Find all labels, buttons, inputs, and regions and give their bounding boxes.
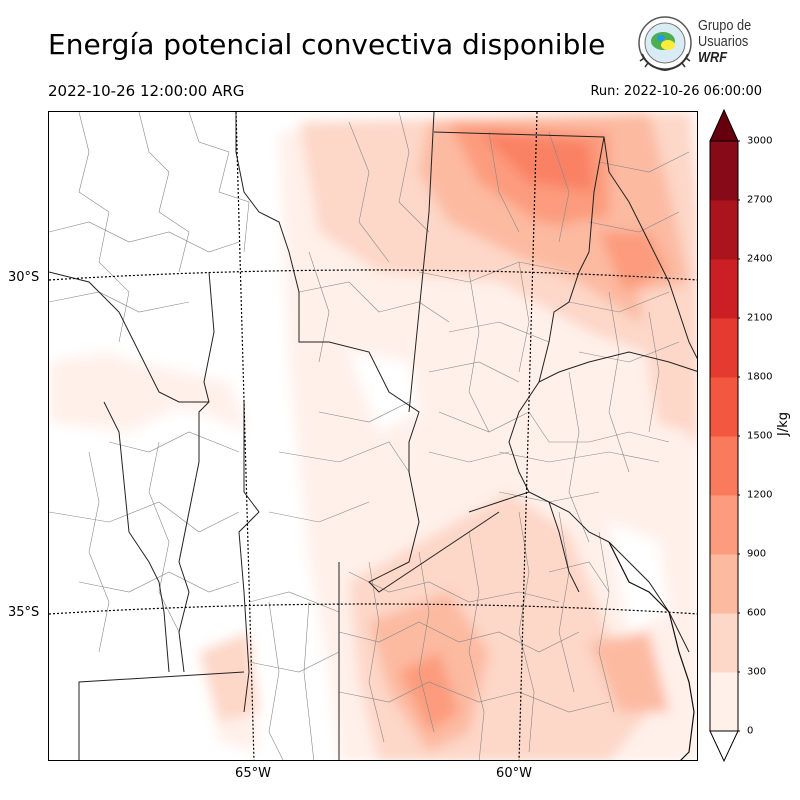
lat-label-35s: 35°S	[8, 605, 40, 620]
colorbar-unit-label: J/kg	[776, 412, 791, 436]
colorbar-swatch	[710, 318, 738, 378]
cape-map	[48, 111, 698, 761]
logo-text-line1: Grupo de	[698, 17, 752, 34]
colorbar-swatch	[710, 495, 738, 555]
lat-label-30s: 30°S	[8, 270, 40, 285]
colorbar-extend-max	[709, 108, 739, 142]
colorbar-tick-label: 0	[747, 725, 754, 737]
colorbar-tick-label: 3000	[747, 135, 773, 147]
colorbar-swatch	[710, 200, 738, 260]
coastline	[608, 541, 695, 760]
colorbar-tick-label: 1200	[747, 489, 773, 501]
colorbar-swatch	[710, 554, 738, 614]
logo-text-wrf: WRF	[698, 49, 728, 66]
colorbar-swatch	[710, 259, 738, 319]
valid-time: 2022-10-26 12:00:00 ARG	[48, 82, 245, 100]
cape-field	[49, 112, 697, 760]
lon-label-60w: 60°W	[496, 766, 532, 781]
colorbar-tick-label: 1500	[747, 430, 773, 442]
colorbar-tick-label: 2700	[747, 194, 773, 206]
colorbar-tick-label: 600	[747, 607, 767, 619]
colorbar-swatch	[710, 377, 738, 437]
colorbar-tick-label: 2400	[747, 253, 773, 265]
colorbar-tick-label: 900	[747, 548, 767, 560]
lon-label-65w: 65°W	[235, 766, 271, 781]
colorbar-swatch	[710, 141, 738, 201]
map-title: Energía potencial convectiva disponible	[48, 28, 606, 61]
colorbar	[708, 108, 742, 763]
graticule	[49, 112, 697, 760]
logo-emblem-icon	[638, 16, 692, 72]
colorbar-swatch	[710, 436, 738, 496]
colorbar-tick-label: 1800	[747, 371, 773, 383]
colorbar-tick-label: 300	[747, 666, 767, 678]
logo-text-line2: Usuarios	[698, 33, 749, 50]
colorbar-swatch	[710, 672, 738, 732]
county-borders	[49, 112, 690, 760]
province-borders	[49, 112, 697, 760]
run-time: Run: 2022-10-26 06:00:00	[590, 84, 762, 99]
colorbar-swatch	[710, 613, 738, 673]
colorbar-extend-min	[709, 730, 739, 763]
colorbar-tick-label: 2100	[747, 312, 773, 324]
wrf-logo: Grupo de Usuarios WRF	[636, 14, 766, 74]
